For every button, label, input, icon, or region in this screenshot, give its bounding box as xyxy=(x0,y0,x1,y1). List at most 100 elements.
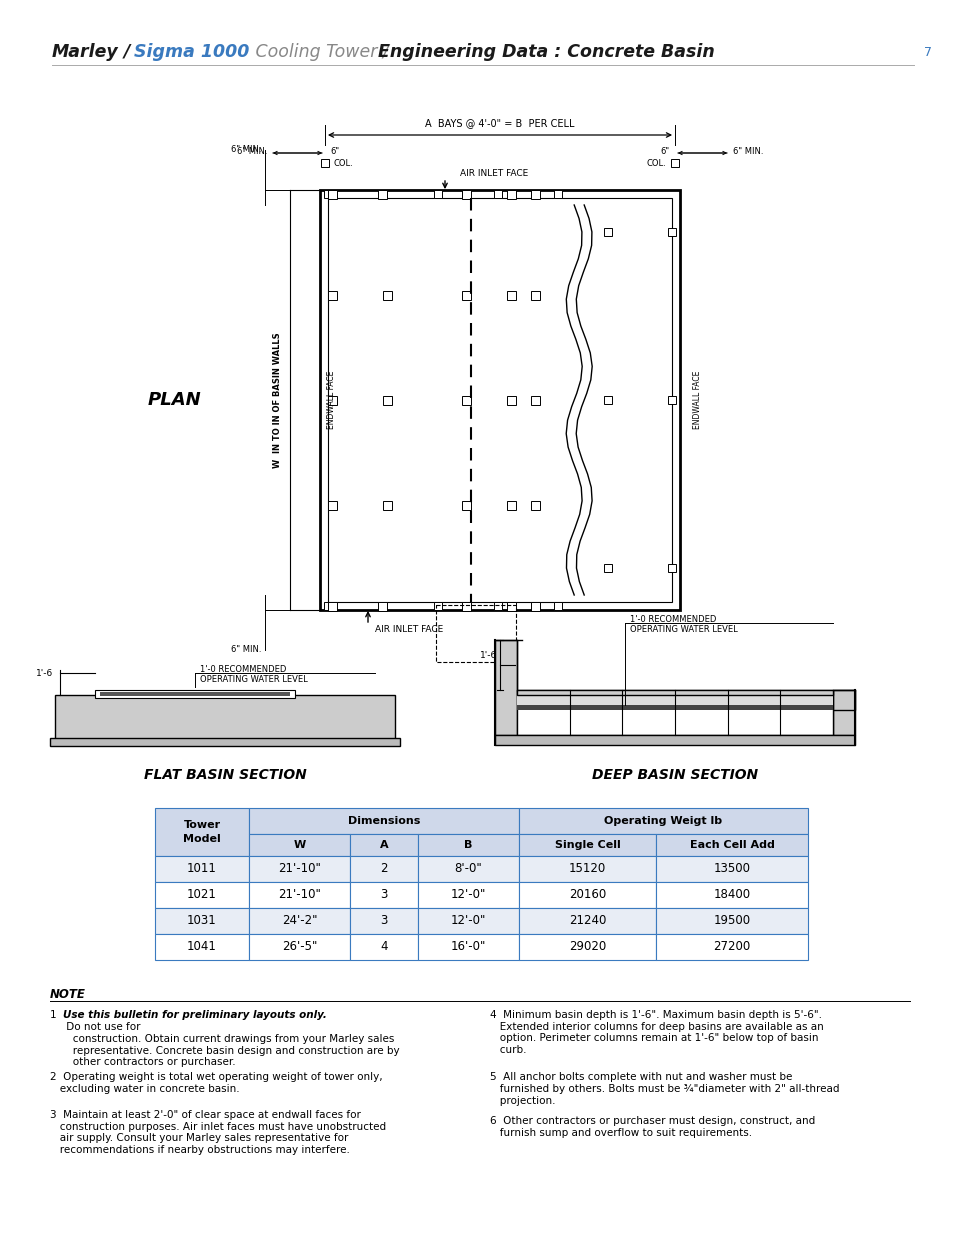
Text: 1'-0 RECOMMENDED
OPERATING WATER LEVEL: 1'-0 RECOMMENDED OPERATING WATER LEVEL xyxy=(629,615,737,635)
Bar xyxy=(603,228,612,236)
Text: Engineering Data : Concrete Basin: Engineering Data : Concrete Basin xyxy=(377,43,714,61)
Text: 21'-10": 21'-10" xyxy=(277,862,320,876)
Text: 8'-0": 8'-0" xyxy=(455,862,482,876)
Bar xyxy=(832,690,854,735)
Text: Operating Weigt lb: Operating Weigt lb xyxy=(604,816,721,826)
Bar xyxy=(667,396,676,404)
Text: A: A xyxy=(379,840,388,850)
Bar xyxy=(518,834,656,856)
Text: 6  Other contractors or purchaser must design, construct, and
   furnish sump an: 6 Other contractors or purchaser must de… xyxy=(490,1116,815,1137)
Bar xyxy=(154,856,249,882)
Text: Dimensions: Dimensions xyxy=(348,816,419,826)
Text: 24'-2": 24'-2" xyxy=(281,914,317,927)
Bar xyxy=(249,908,350,934)
Bar xyxy=(461,601,470,610)
Bar xyxy=(517,705,832,710)
Bar xyxy=(517,690,832,708)
Bar xyxy=(383,395,392,405)
Text: 1031: 1031 xyxy=(187,914,216,927)
Bar xyxy=(328,189,337,199)
Text: Use this bulletin for preliminary layouts only.: Use this bulletin for preliminary layout… xyxy=(63,1010,327,1020)
Text: ENDWALL FACE: ENDWALL FACE xyxy=(327,370,336,430)
Bar xyxy=(154,908,249,934)
Text: 3: 3 xyxy=(380,914,387,927)
Text: 21240: 21240 xyxy=(568,914,605,927)
Bar xyxy=(656,882,807,908)
Text: 20160: 20160 xyxy=(568,888,605,902)
Bar xyxy=(50,739,399,746)
Bar xyxy=(461,290,470,300)
Text: 27200: 27200 xyxy=(713,941,750,953)
Bar xyxy=(324,601,332,610)
Bar xyxy=(531,290,540,300)
Bar xyxy=(378,189,387,199)
Text: 13500: 13500 xyxy=(713,862,750,876)
Text: 12'-0": 12'-0" xyxy=(451,914,486,927)
Bar xyxy=(656,834,807,856)
Text: ENDWALL FACE: ENDWALL FACE xyxy=(693,370,701,430)
Text: Tower
Model: Tower Model xyxy=(183,820,221,844)
Text: 6": 6" xyxy=(330,147,338,157)
Text: 2  Operating weight is total wet operating weight of tower only,
   excluding wa: 2 Operating weight is total wet operatin… xyxy=(50,1072,382,1094)
Text: 6" MIN.: 6" MIN. xyxy=(732,147,762,157)
Text: Cooling Tower /: Cooling Tower / xyxy=(250,43,394,61)
Text: Sigma 1000: Sigma 1000 xyxy=(133,43,249,61)
Bar xyxy=(518,856,656,882)
Bar xyxy=(436,605,516,662)
Text: PLAN: PLAN xyxy=(148,391,202,409)
Bar xyxy=(249,834,350,856)
Bar xyxy=(154,882,249,908)
Bar xyxy=(667,564,676,572)
Bar xyxy=(417,882,518,908)
Bar xyxy=(249,882,350,908)
Bar xyxy=(517,690,832,695)
Text: 2: 2 xyxy=(380,862,387,876)
Bar xyxy=(517,690,832,735)
Bar xyxy=(350,934,417,960)
Bar xyxy=(324,190,332,198)
Bar xyxy=(461,601,470,610)
Text: 1041: 1041 xyxy=(187,941,216,953)
Text: 26'-5": 26'-5" xyxy=(281,941,316,953)
Text: 5  All anchor bolts complete with nut and washer must be
   furnished by others.: 5 All anchor bolts complete with nut and… xyxy=(490,1072,839,1105)
Bar xyxy=(417,934,518,960)
Bar xyxy=(378,601,387,610)
Text: COL.: COL. xyxy=(334,158,354,168)
Bar xyxy=(434,190,441,198)
Bar xyxy=(383,500,392,510)
Bar xyxy=(55,695,395,740)
Bar xyxy=(603,564,612,572)
Text: COL.: COL. xyxy=(645,158,665,168)
Text: 12'-0": 12'-0" xyxy=(451,888,486,902)
Text: B: B xyxy=(464,840,472,850)
Text: Do not use for
   construction. Obtain current drawings from your Marley sales
 : Do not use for construction. Obtain curr… xyxy=(63,1023,399,1067)
Bar xyxy=(417,834,518,856)
Text: AIR INLET FACE: AIR INLET FACE xyxy=(375,625,443,635)
Bar xyxy=(350,882,417,908)
Bar xyxy=(417,856,518,882)
Bar xyxy=(494,601,501,610)
Bar xyxy=(495,735,854,745)
Bar xyxy=(506,189,516,199)
Bar xyxy=(383,290,392,300)
Text: W  IN TO IN OF BASIN WALLS: W IN TO IN OF BASIN WALLS xyxy=(274,332,282,468)
Bar xyxy=(417,908,518,934)
Text: 1: 1 xyxy=(50,1010,56,1020)
Bar xyxy=(378,190,387,198)
Text: 18400: 18400 xyxy=(713,888,750,902)
Bar xyxy=(350,834,417,856)
Bar xyxy=(518,908,656,934)
Bar xyxy=(434,601,441,610)
Bar xyxy=(249,934,350,960)
Bar xyxy=(656,934,807,960)
Bar xyxy=(461,190,470,198)
Bar xyxy=(667,228,676,236)
Bar xyxy=(670,159,679,167)
Bar xyxy=(531,500,540,510)
Bar xyxy=(154,934,249,960)
Bar xyxy=(95,690,294,698)
Bar xyxy=(506,395,516,405)
Bar xyxy=(531,395,540,405)
Bar xyxy=(554,601,561,610)
Bar xyxy=(328,601,337,610)
